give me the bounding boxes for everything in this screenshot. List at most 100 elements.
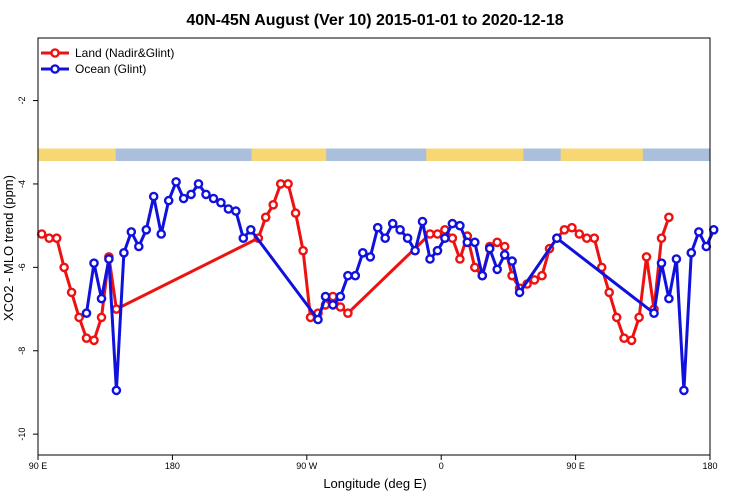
land-data-point [432,229,443,239]
land-ocean-band [38,148,710,162]
land-data-point [260,212,271,223]
ocean-data-point [402,233,413,243]
land-data-point [455,254,465,264]
ocean-data-point [372,222,383,233]
ocean-data-point [679,385,689,396]
ocean-data-point [477,270,488,281]
legend-ocean-marker [50,64,60,74]
land-data-point [111,304,122,314]
land-data-point [492,237,503,248]
land-data-point [59,262,69,273]
ocean-data-point [417,216,428,227]
land-data-point [74,312,84,323]
ocean-band-segment [38,148,710,162]
ocean-data-point [708,224,719,235]
ocean-data-point [425,254,435,264]
land-data-point [66,287,77,298]
ocean-data-point [223,204,234,214]
ocean-data-point [178,193,189,204]
land-data-point [36,229,47,239]
land-data-point [582,233,592,243]
ocean-data-point [664,293,674,304]
ocean-series [81,177,719,396]
plot-frame [37,37,711,456]
legend-land-label: Land (Nadir&Glint) [75,46,174,60]
ocean-data-point [231,206,241,216]
ocean-data-point [208,193,219,204]
ocean-data-point [484,243,495,254]
land-data-point [51,233,62,243]
ocean-data-point [462,237,473,248]
x-tick-label: 90 W [296,461,318,471]
x-axis-label: Longitude (deg E) [323,476,426,491]
ocean-data-point [432,245,443,256]
y-tick-label: -4 [17,180,27,188]
ocean-data-point [126,227,137,237]
legend-land-marker [50,48,60,58]
ocean-data-point [492,264,503,275]
ocean-data-point [96,293,107,304]
land-data-point [268,199,279,210]
ocean-data-point [469,237,480,248]
ocean-data-point [552,233,562,243]
ocean-data-point [671,254,682,264]
ocean-data-point [507,256,517,266]
land-data-point [664,212,674,223]
land-data-point [469,262,480,273]
land-data-point [619,333,629,344]
chart-title: 40N-45N August (Ver 10) 2015-01-01 to 20… [186,12,563,29]
ocean-data-point [141,224,152,235]
ocean-data-point [514,287,525,298]
ocean-data-point [365,252,376,262]
ocean-data-point [245,224,256,235]
ocean-data-point [119,247,129,258]
land-data-point [656,233,667,243]
ocean-data-point [171,177,181,187]
land-data-point [298,245,308,256]
ocean-data-point [238,233,249,243]
ocean-data-point [133,241,144,252]
land-data-point [290,208,301,218]
ocean-data-point [447,218,458,229]
ocean-data-point [81,308,92,319]
ocean-data-point [186,189,196,200]
ocean-data-point [163,195,174,206]
ocean-data-point [649,308,659,319]
ocean-data-point [216,197,226,208]
ocean-data-point [387,218,398,229]
ocean-data-point [193,179,204,189]
y-axis-label: XCO2 - MLO trend (ppm) [1,175,16,321]
land-data-point [559,224,570,235]
land-data-point [604,287,615,298]
ocean-data-point [499,249,510,260]
land-data-point [283,179,293,189]
ocean-data-point [201,189,211,200]
x-tick-label: 0 [439,461,444,471]
ocean-data-point [328,300,338,310]
land-band-segment [38,148,116,162]
data-series [36,177,719,396]
ocean-data-point [395,224,405,235]
land-data-point [89,335,99,346]
ocean-data-point [701,241,712,252]
land-data-point [634,312,644,323]
ocean-data-point [694,227,704,237]
ocean-data-point [350,270,361,281]
land-data-point [81,333,92,344]
land-data-point [96,312,107,323]
land-data-point [537,270,547,281]
land-data-point [626,335,637,346]
ocean-data-point [343,270,353,281]
x-tick-label: 90 E [566,461,585,471]
land-data-point [425,229,435,239]
y-tick-label: -6 [17,263,27,271]
land-data-point [275,179,286,189]
ocean-data-point [686,247,697,258]
land-data-point [447,233,458,243]
land-data-point [499,241,510,252]
ocean-data-point [380,233,391,243]
y-tick-label: -8 [17,347,27,355]
ocean-data-point [313,314,323,325]
y-tick-label: -10 [17,428,27,441]
ocean-data-point [89,258,99,269]
